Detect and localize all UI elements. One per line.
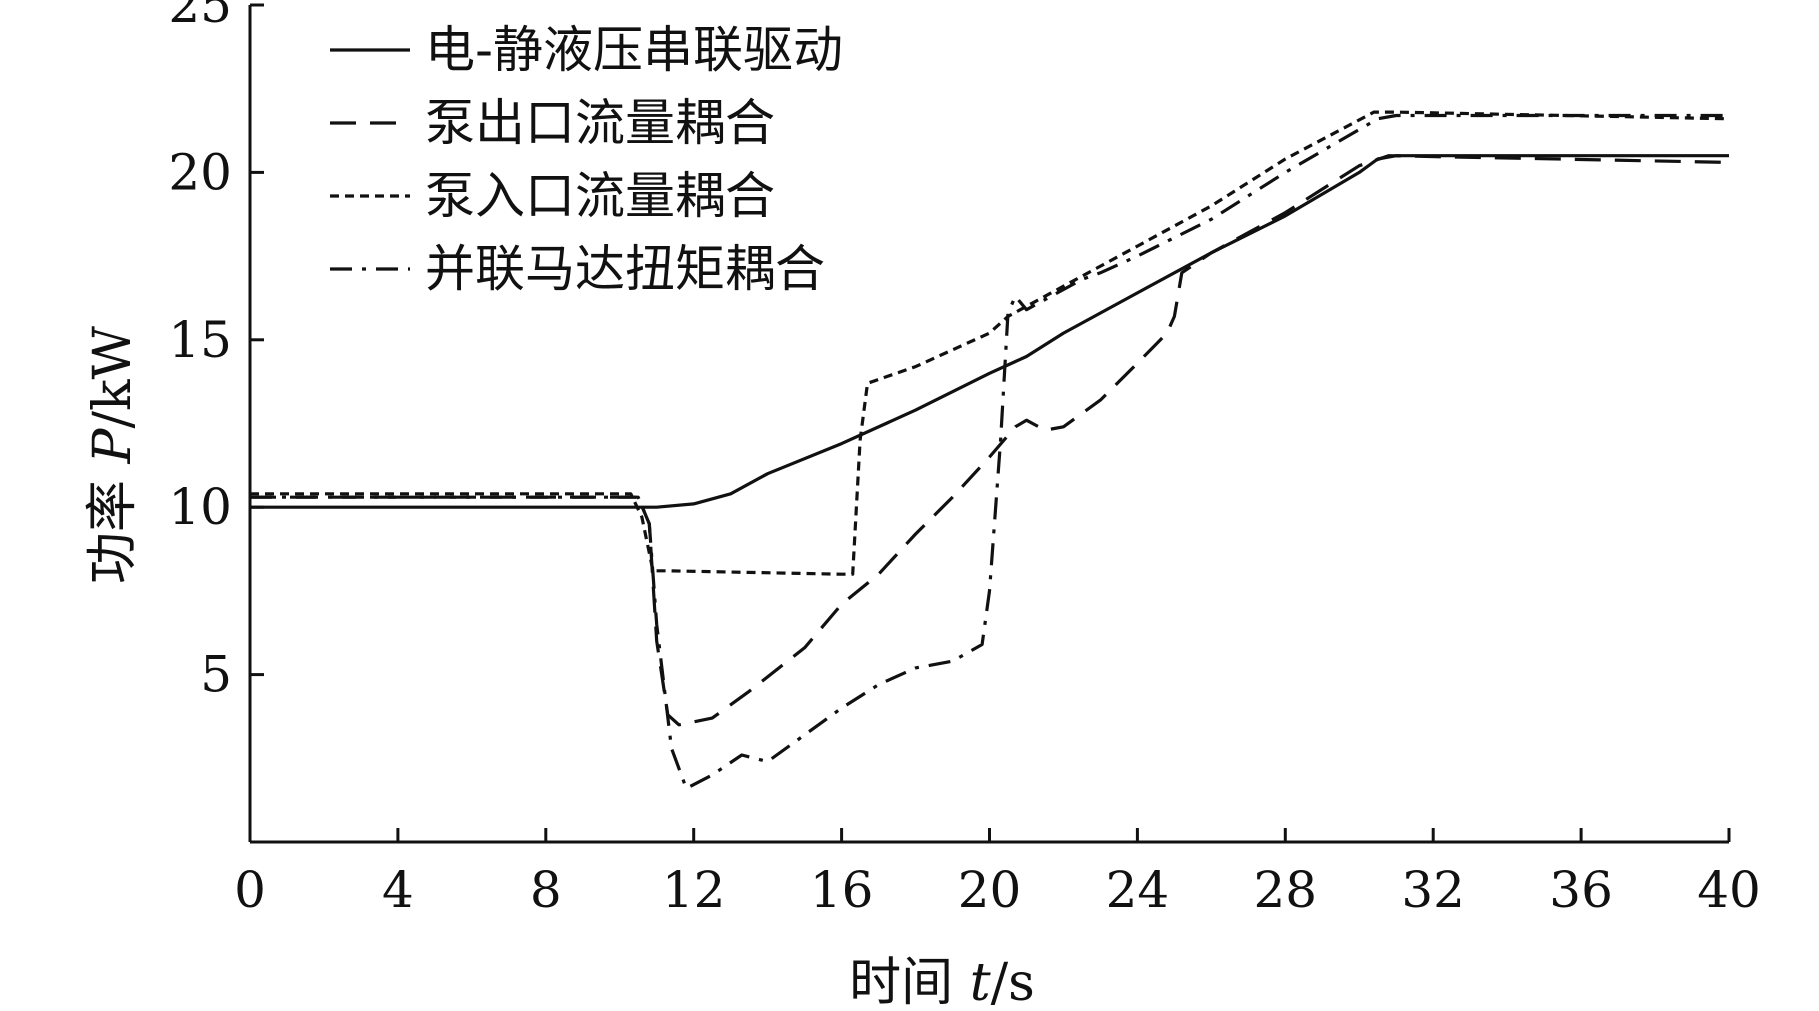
series-group [250,110,1730,790]
x-tick-label: 20 [958,861,1022,919]
y-axis-title: 功率 P/kW [83,325,143,584]
x-tick-label: 4 [382,861,414,919]
legend-label-1: 电-静液压串联驱动 [425,21,843,79]
axes: 0 4 8 12 16 20 24 28 32 36 40 5 10 15 20 25 [168,0,1760,919]
y-tick-label: 5 [200,646,232,704]
x-tick-label: 8 [530,861,562,919]
y-axis-title-unit: /kW [83,325,143,428]
x-tick-label: 24 [1106,861,1170,919]
x-axis-title-prefix: 时间 [849,953,970,1011]
legend-label-3: 泵入口流量耦合 [425,167,775,225]
legend-label-2: 泵出口流量耦合 [425,94,775,152]
series-line-2 [250,154,1730,727]
x-axis-title: 时间 t/s [849,953,1035,1011]
series-line-1 [250,154,1729,509]
x-tick-label: 28 [1253,861,1317,919]
y-tick-label: 20 [168,143,232,201]
legend-label-4: 并联马达扭矩耦合 [425,240,825,298]
y-tick-label: 15 [168,311,232,369]
x-tick-label: 36 [1549,861,1613,919]
x-axis-title-var: t [970,953,991,1011]
y-tick-label: 10 [168,478,232,536]
y-axis-title-prefix: 功率 [83,463,143,584]
y-tick-label: 25 [168,0,232,34]
x-tick-label: 16 [810,861,874,919]
x-axis-title-unit: /s [991,953,1035,1011]
y-axis-title-var: P [83,427,143,464]
series-line-4 [250,113,1729,790]
x-tick-label: 12 [662,861,726,919]
x-tick-label: 40 [1697,861,1761,919]
x-tick-label: 0 [234,861,266,919]
x-tick-label: 32 [1401,861,1465,919]
